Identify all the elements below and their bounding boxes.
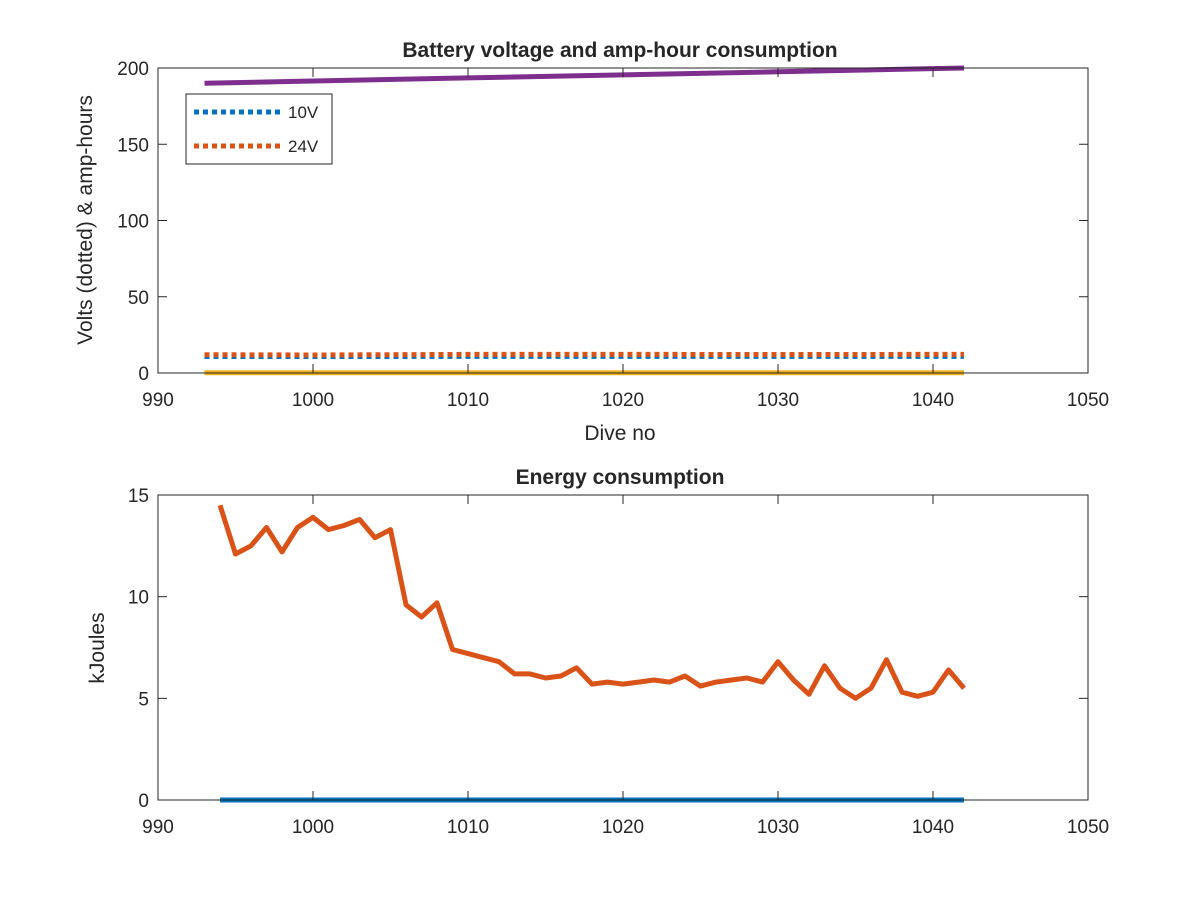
x-tick-label: 1030 (757, 390, 799, 411)
x-tick-label: 1010 (447, 817, 489, 838)
y-axis-label: kJoules (86, 612, 109, 683)
legend: 10V 24V (185, 93, 333, 165)
energy-subplot: Energy consumption 990 1000 1010 1020 1030 10… (86, 466, 1109, 838)
y-tick-label: 5 (138, 689, 149, 710)
y-tick-label: 200 (117, 59, 149, 80)
x-tick-label: 1010 (447, 390, 489, 411)
x-tick-label: 1050 (1067, 817, 1109, 838)
y-tick-label: 150 (117, 135, 149, 156)
y-tick-label: 15 (128, 486, 149, 507)
legend-label-10v: 10V (288, 103, 319, 122)
chart-title: Battery voltage and amp-hour consumption (402, 39, 837, 62)
axes-box (157, 494, 1089, 801)
y-tick-label: 100 (117, 212, 149, 233)
x-tick-label: 1020 (602, 817, 644, 838)
legend-box (185, 93, 333, 165)
voltage-subplot: Battery voltage and amp-hour consumption… (74, 39, 1109, 445)
tick-marks: 990 1000 1010 1020 1030 1040 1050 0 50 100 150 200 (117, 59, 1109, 411)
x-tick-label: 1030 (757, 817, 799, 838)
y-tick-label: 50 (128, 288, 149, 309)
x-axis-label: Dive no (584, 422, 655, 445)
x-tick-label: 1020 (602, 390, 644, 411)
y-tick-label: 0 (138, 364, 149, 385)
x-tick-label: 1040 (912, 817, 954, 838)
legend-label-24v: 24V (288, 137, 319, 156)
y-tick-label: 0 (138, 791, 149, 812)
x-tick-label: 1050 (1067, 390, 1109, 411)
tick-marks: 990 1000 1010 1020 1030 1040 1050 0 5 10 15 (128, 486, 1109, 838)
x-tick-label: 990 (142, 817, 174, 838)
x-tick-label: 990 (142, 390, 174, 411)
x-tick-label: 1000 (292, 390, 334, 411)
x-tick-label: 1000 (292, 817, 334, 838)
series-line-3 (204, 65, 965, 86)
y-tick-label: 10 (128, 588, 149, 609)
chart-title: Energy consumption (516, 466, 725, 489)
series-line-1 (204, 351, 965, 358)
series-line-0 (217, 504, 966, 701)
y-axis-label: Volts (dotted) & amp-hours (74, 95, 97, 345)
plot-area (217, 504, 966, 803)
x-tick-label: 1040 (912, 390, 954, 411)
